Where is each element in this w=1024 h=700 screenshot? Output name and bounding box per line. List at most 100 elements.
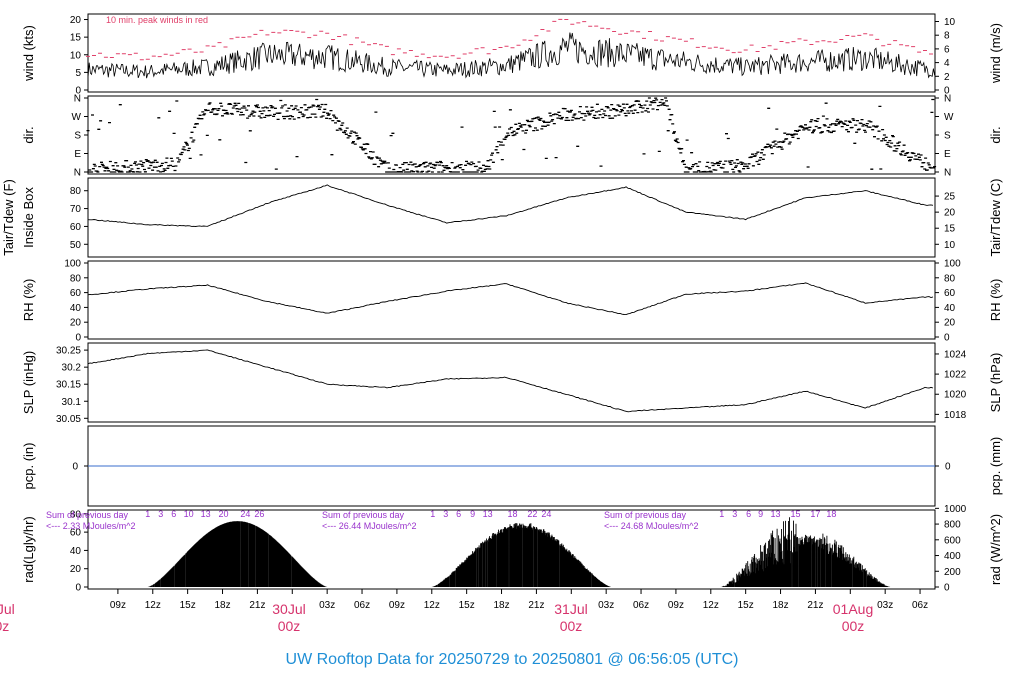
x-axis: 09z 12z 15z 18z 21z 03z 06z 09z 12z 15z 18z 21z 03z 0… bbox=[0, 589, 928, 634]
panel-tair: Tair/Tdew (F) Inside Box Tair/Tdew (C) 50 60… bbox=[1, 177, 1003, 258]
ytick-label-right: 15 bbox=[944, 224, 956, 235]
panel-rh: RH (%) RH (%) 0 20 40 60 80 100 0 20 40 60 80 100 bbox=[21, 259, 1003, 344]
ytick-label-right: 10 bbox=[944, 240, 956, 251]
ytick-label: 10 bbox=[70, 50, 82, 61]
xtick-label: 15z bbox=[738, 600, 754, 611]
ytick-label-right: 10 bbox=[944, 17, 956, 28]
ytick-label-right: 80 bbox=[944, 273, 956, 284]
ylabel-left: Tair/Tdew (F) bbox=[1, 179, 16, 256]
rad-hour-mark: 24 bbox=[240, 509, 250, 519]
rad-sum-value: <--- 26.44 MJoules/m^2 bbox=[322, 521, 417, 531]
ytick-label: N bbox=[74, 94, 81, 105]
ytick-label-right: 0 bbox=[944, 583, 950, 594]
tair-series bbox=[87, 184, 934, 227]
ytick-label: E bbox=[74, 149, 81, 160]
ytick-label-right: 400 bbox=[944, 551, 961, 562]
panel-rad: rad(Lgly/hr) rad (W/m^2)02040608002004006… bbox=[21, 504, 1003, 594]
ylabel-right: dir. bbox=[988, 126, 1003, 143]
ytick-label-right: S bbox=[944, 131, 951, 142]
rad-hour-mark: 1 bbox=[145, 509, 150, 519]
xtick-label: 09z bbox=[668, 600, 684, 611]
xtick-label: 21z bbox=[249, 600, 265, 611]
xtick-label: 15z bbox=[180, 600, 196, 611]
rad-bars bbox=[720, 517, 891, 587]
xtick-label: 18z bbox=[493, 600, 509, 611]
date-time-label: 00z bbox=[0, 618, 9, 634]
ytick-label-right: W bbox=[944, 112, 954, 123]
rh-series bbox=[87, 282, 934, 316]
rad-hour-mark: 18 bbox=[507, 509, 517, 519]
ytick-label: 30.25 bbox=[56, 346, 81, 357]
ytick-label: 0 bbox=[72, 462, 78, 473]
ytick-label: 30.05 bbox=[56, 414, 81, 425]
ytick-label-right: 0 bbox=[944, 86, 950, 97]
ytick-label-right: 8 bbox=[944, 31, 950, 42]
ytick-label-right: 100 bbox=[944, 259, 961, 270]
xtick-label: 12z bbox=[703, 600, 719, 611]
rad-hour-mark: 3 bbox=[732, 509, 737, 519]
date-time-label: 00z bbox=[278, 618, 301, 634]
rad-hour-mark: 13 bbox=[201, 509, 211, 519]
ytick-label-right: 20 bbox=[944, 208, 956, 219]
panel-frame bbox=[87, 177, 936, 258]
ytick-label: 70 bbox=[70, 204, 82, 215]
rad-hour-mark: 6 bbox=[746, 509, 751, 519]
panel-pcp: pcp. (in) pcp. (mm) 0 0 bbox=[21, 425, 1003, 507]
wind-peak-series bbox=[86, 18, 933, 61]
date-label: 30Jul bbox=[272, 601, 305, 617]
ylabel-left: rad(Lgly/hr) bbox=[21, 516, 36, 582]
rad-hour-mark: 13 bbox=[483, 509, 493, 519]
slp-series bbox=[87, 349, 934, 413]
ytick-label: 80 bbox=[70, 186, 82, 197]
ytick-label-right: 1020 bbox=[944, 390, 967, 401]
xtick-label: 06z bbox=[354, 600, 370, 611]
panel-frame bbox=[87, 260, 936, 340]
ylabel-right: wind (m/s) bbox=[988, 23, 1003, 84]
rad-hour-mark: 13 bbox=[771, 509, 781, 519]
rad-hour-mark: 1 bbox=[430, 509, 435, 519]
ytick-label: 30.2 bbox=[62, 363, 82, 374]
ytick-label: 40 bbox=[70, 546, 82, 557]
rad-hour-mark: 15 bbox=[790, 509, 800, 519]
ytick-label: 15 bbox=[70, 33, 82, 44]
ytick-label-right: N bbox=[944, 94, 951, 105]
xtick-label: 12z bbox=[424, 600, 440, 611]
ytick-label: 60 bbox=[70, 222, 82, 233]
ytick-label-right: 1024 bbox=[944, 349, 967, 360]
date-label: 01Aug bbox=[833, 601, 873, 617]
rad-hour-mark: 1 bbox=[719, 509, 724, 519]
ytick-label: W bbox=[72, 112, 82, 123]
ytick-label-right: 200 bbox=[944, 567, 961, 578]
ytick-label-right: 800 bbox=[944, 520, 961, 531]
rad-day-2 bbox=[431, 523, 612, 587]
ytick-label-right: 6 bbox=[944, 44, 950, 55]
ytick-label-right: 40 bbox=[944, 303, 956, 314]
rad-day-3 bbox=[720, 517, 891, 587]
rad-hour-mark: 3 bbox=[158, 509, 163, 519]
date-label: 31Jul bbox=[554, 601, 587, 617]
ytick-label: 60 bbox=[70, 528, 82, 539]
rad-hour-mark: 18 bbox=[826, 509, 836, 519]
ylabel-left: SLP (inHg) bbox=[21, 351, 36, 414]
ytick-label: N bbox=[74, 168, 81, 179]
rad-hour-mark: 10 bbox=[184, 509, 194, 519]
rad-sum-label: Sum of previous day bbox=[46, 510, 129, 520]
ylabel-left: pcp. (in) bbox=[21, 443, 36, 490]
ylabel-left: RH (%) bbox=[21, 279, 36, 322]
rad-sum-label: Sum of previous day bbox=[604, 510, 687, 520]
rad-hour-mark: 22 bbox=[527, 509, 537, 519]
ytick-label: 0 bbox=[75, 86, 81, 97]
panel-frame bbox=[87, 509, 936, 590]
xtick-label: 06z bbox=[912, 600, 928, 611]
rad-hour-mark: 6 bbox=[171, 509, 176, 519]
ytick-label-right: N bbox=[944, 168, 951, 179]
rad-hour-mark: 24 bbox=[541, 509, 551, 519]
xtick-label: 09z bbox=[389, 600, 405, 611]
rad-sum-label: Sum of previous day bbox=[322, 510, 405, 520]
wind-series bbox=[87, 32, 935, 79]
ytick-label-right: E bbox=[944, 149, 951, 160]
rad-hour-mark: 9 bbox=[758, 509, 763, 519]
ylabel-left-b: Inside Box bbox=[21, 187, 36, 248]
